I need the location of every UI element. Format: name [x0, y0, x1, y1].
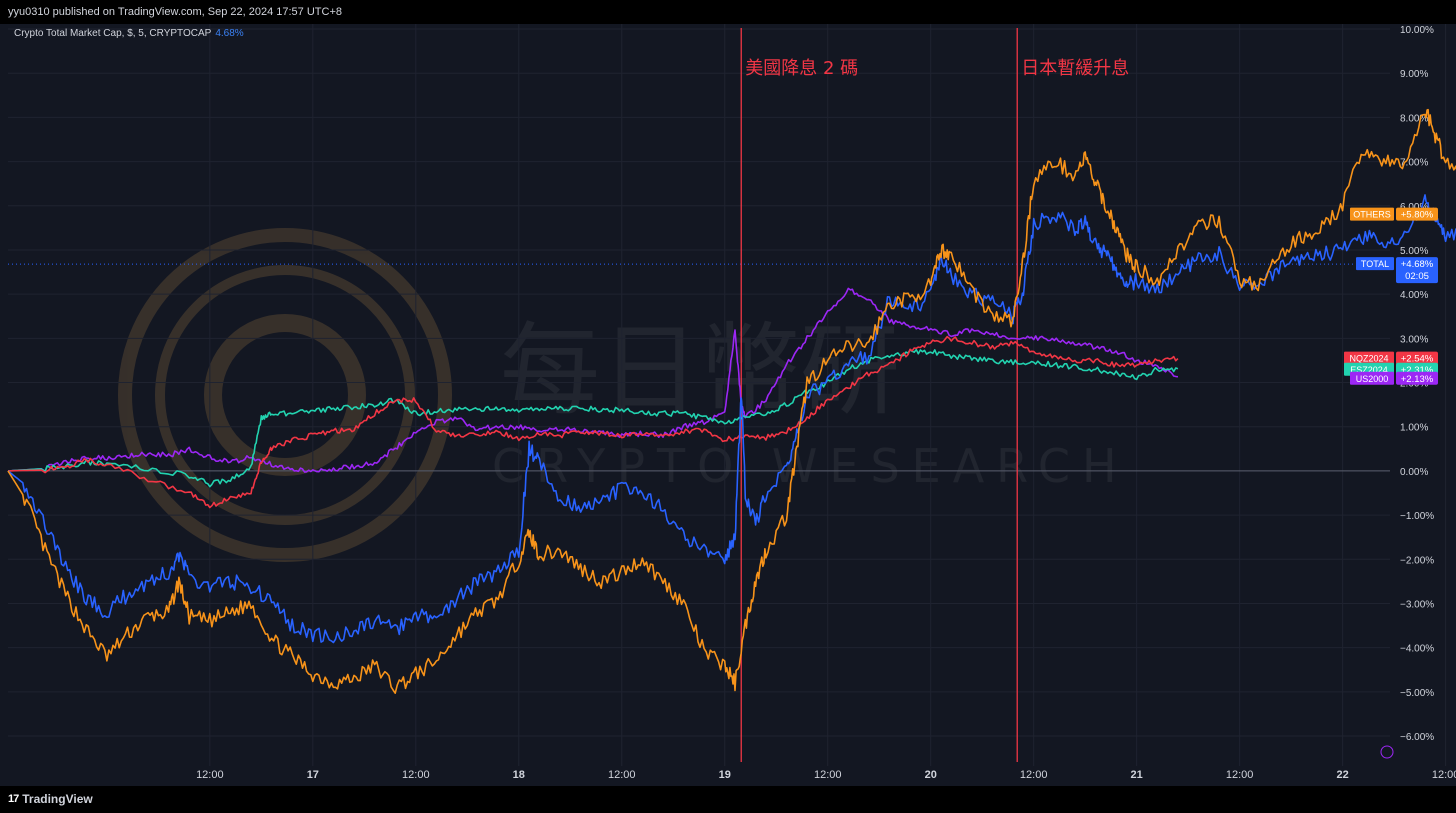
legend-value: 4.68%	[215, 28, 244, 39]
series-time-label: 02:05	[1405, 271, 1429, 282]
series-value-label: +2.13%	[1401, 374, 1434, 385]
brand-label: TradingView	[22, 792, 93, 806]
y-tick-label: 1.00%	[1400, 423, 1428, 434]
y-tick-label: −3.00%	[1400, 599, 1434, 610]
watermark-cjk: 每日幣研	[500, 312, 900, 429]
event-annotation: 美國降息 2 碼	[745, 58, 858, 79]
y-tick-label: −4.00%	[1400, 644, 1434, 655]
tradingview-logo-icon: 17	[8, 793, 19, 805]
series-name-label: US2000	[1356, 374, 1389, 384]
series-name-tag	[1350, 371, 1394, 385]
footer-bar: 17 TradingView	[0, 786, 1456, 813]
published-by-text: yyu0310 published on TradingView.com, Se…	[8, 6, 342, 18]
tradingview-brand[interactable]: 17 TradingView	[8, 792, 93, 806]
scroll-realtime-icon[interactable]	[1380, 745, 1394, 759]
x-tick-label: 17	[307, 769, 319, 781]
x-tick-label: 21	[1131, 769, 1143, 781]
y-tick-label: 4.00%	[1400, 290, 1428, 301]
x-tick-label: 22	[1337, 769, 1349, 781]
x-tick-label: 12:00	[1020, 769, 1048, 781]
y-tick-label: −1.00%	[1400, 511, 1434, 522]
watermark-latin: CRYPTO WESEARCH	[492, 439, 1129, 493]
x-tick-label: 12:00	[814, 769, 842, 781]
series-value-badge	[1396, 257, 1438, 284]
series-line-us2000	[7, 287, 1179, 473]
x-tick-label: 12:00	[608, 769, 636, 781]
y-tick-label: 0.00%	[1400, 467, 1428, 478]
y-tick-label: −2.00%	[1400, 555, 1434, 566]
series-name-label: NQZ2024	[1349, 354, 1388, 364]
x-tick-label: 12:00	[1226, 769, 1254, 781]
y-tick-label: 3.00%	[1400, 334, 1428, 345]
series-line-others	[7, 108, 1456, 695]
chart-legend[interactable]: Crypto Total Market Cap, $, 5, CRYPTOCAP…	[14, 28, 244, 39]
publisher-bar: yyu0310 published on TradingView.com, Se…	[0, 0, 1456, 24]
series-value-label: +5.80%	[1401, 210, 1434, 221]
x-tick-label: 19	[719, 769, 731, 781]
y-tick-label: 9.00%	[1400, 69, 1428, 80]
y-tick-label: 7.00%	[1400, 158, 1428, 169]
series-name-label: TOTAL	[1361, 259, 1389, 269]
series-value-label: +2.54%	[1401, 354, 1434, 365]
series-value-badge	[1396, 351, 1438, 365]
x-tick-label: 18	[513, 769, 525, 781]
x-tick-label: 20	[925, 769, 937, 781]
y-tick-label: 10.00%	[1400, 25, 1434, 36]
series-value-label: +4.68%	[1401, 259, 1434, 270]
chart-area[interactable]	[0, 24, 1456, 786]
event-annotation: 日本暫緩升息	[1021, 58, 1129, 79]
x-tick-label: 12:00	[402, 769, 430, 781]
legend-symbol: Crypto Total Market Cap, $, 5, CRYPTOCAP	[14, 28, 212, 39]
series-line-esz2024	[7, 348, 1179, 488]
series-name-tag	[1356, 257, 1394, 271]
watermark-logo	[118, 228, 452, 562]
x-tick-label: 12:00	[196, 769, 224, 781]
series-line-nqz2024	[7, 335, 1179, 509]
series-value-badge	[1396, 371, 1438, 385]
y-tick-label: 8.00%	[1400, 113, 1428, 124]
series-name-label: OTHERS	[1353, 210, 1391, 220]
y-tick-label: 5.00%	[1400, 246, 1428, 257]
series-name-tag	[1350, 207, 1394, 221]
x-tick-label: 12:00	[1432, 769, 1456, 781]
series-value-badge	[1396, 207, 1438, 221]
y-tick-label: −5.00%	[1400, 688, 1434, 699]
series-name-label: ESZ2024	[1350, 365, 1388, 375]
series-name-tag	[1344, 351, 1394, 365]
series-value-label: +2.31%	[1401, 365, 1434, 376]
y-tick-label: 6.00%	[1400, 202, 1428, 213]
y-tick-label: −6.00%	[1400, 732, 1434, 743]
